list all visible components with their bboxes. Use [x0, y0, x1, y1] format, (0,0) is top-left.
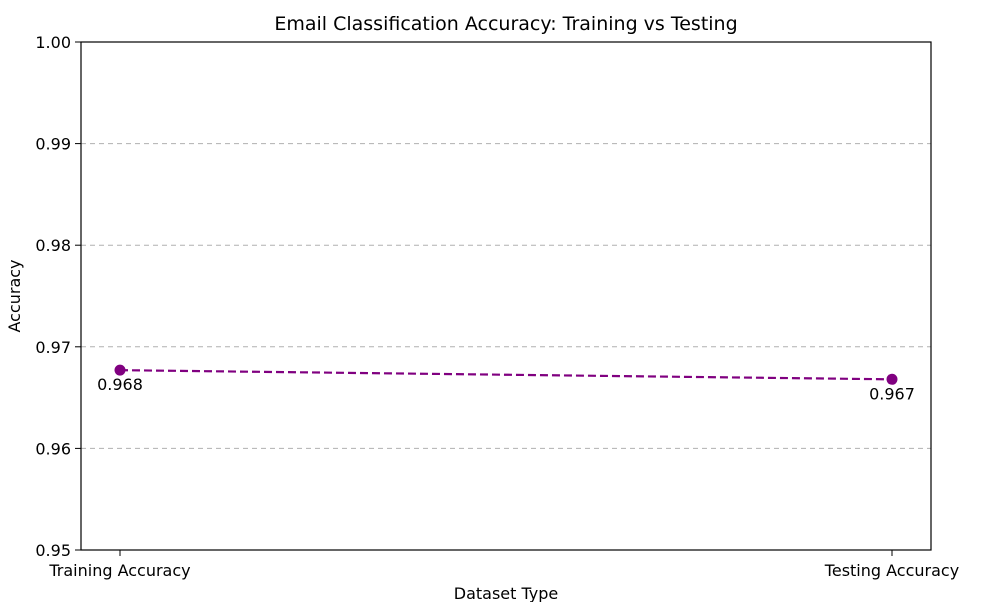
x-tick-label: Training Accuracy: [48, 561, 190, 580]
y-tick-label: 0.97: [35, 338, 71, 357]
y-tick-label: 0.99: [35, 135, 71, 154]
y-tick-label: 0.95: [35, 541, 71, 560]
y-axis-label: Accuracy: [5, 259, 24, 332]
plot-frame: [80, 41, 932, 551]
x-axis-label: Dataset Type: [454, 584, 559, 602]
data-point: [114, 364, 126, 376]
series-group: 0.968 0.967: [97, 364, 915, 403]
data-label: 0.967: [869, 384, 915, 403]
y-tick-label: 1.00: [35, 33, 71, 52]
x-tick-label: Testing Accuracy: [824, 561, 959, 580]
series-line: [119, 369, 893, 381]
data-label: 0.968: [97, 375, 143, 394]
data-point: [886, 373, 898, 385]
y-axis: 0.95 0.96 0.97 0.98 0.99 1.00: [35, 33, 81, 560]
x-axis: Training Accuracy Testing Accuracy: [48, 550, 959, 580]
y-tick-label: 0.96: [35, 439, 71, 458]
y-tick-label: 0.98: [35, 236, 71, 255]
chart-title: Email Classification Accuracy: Training …: [274, 13, 737, 35]
grid-lines: [81, 143, 931, 449]
